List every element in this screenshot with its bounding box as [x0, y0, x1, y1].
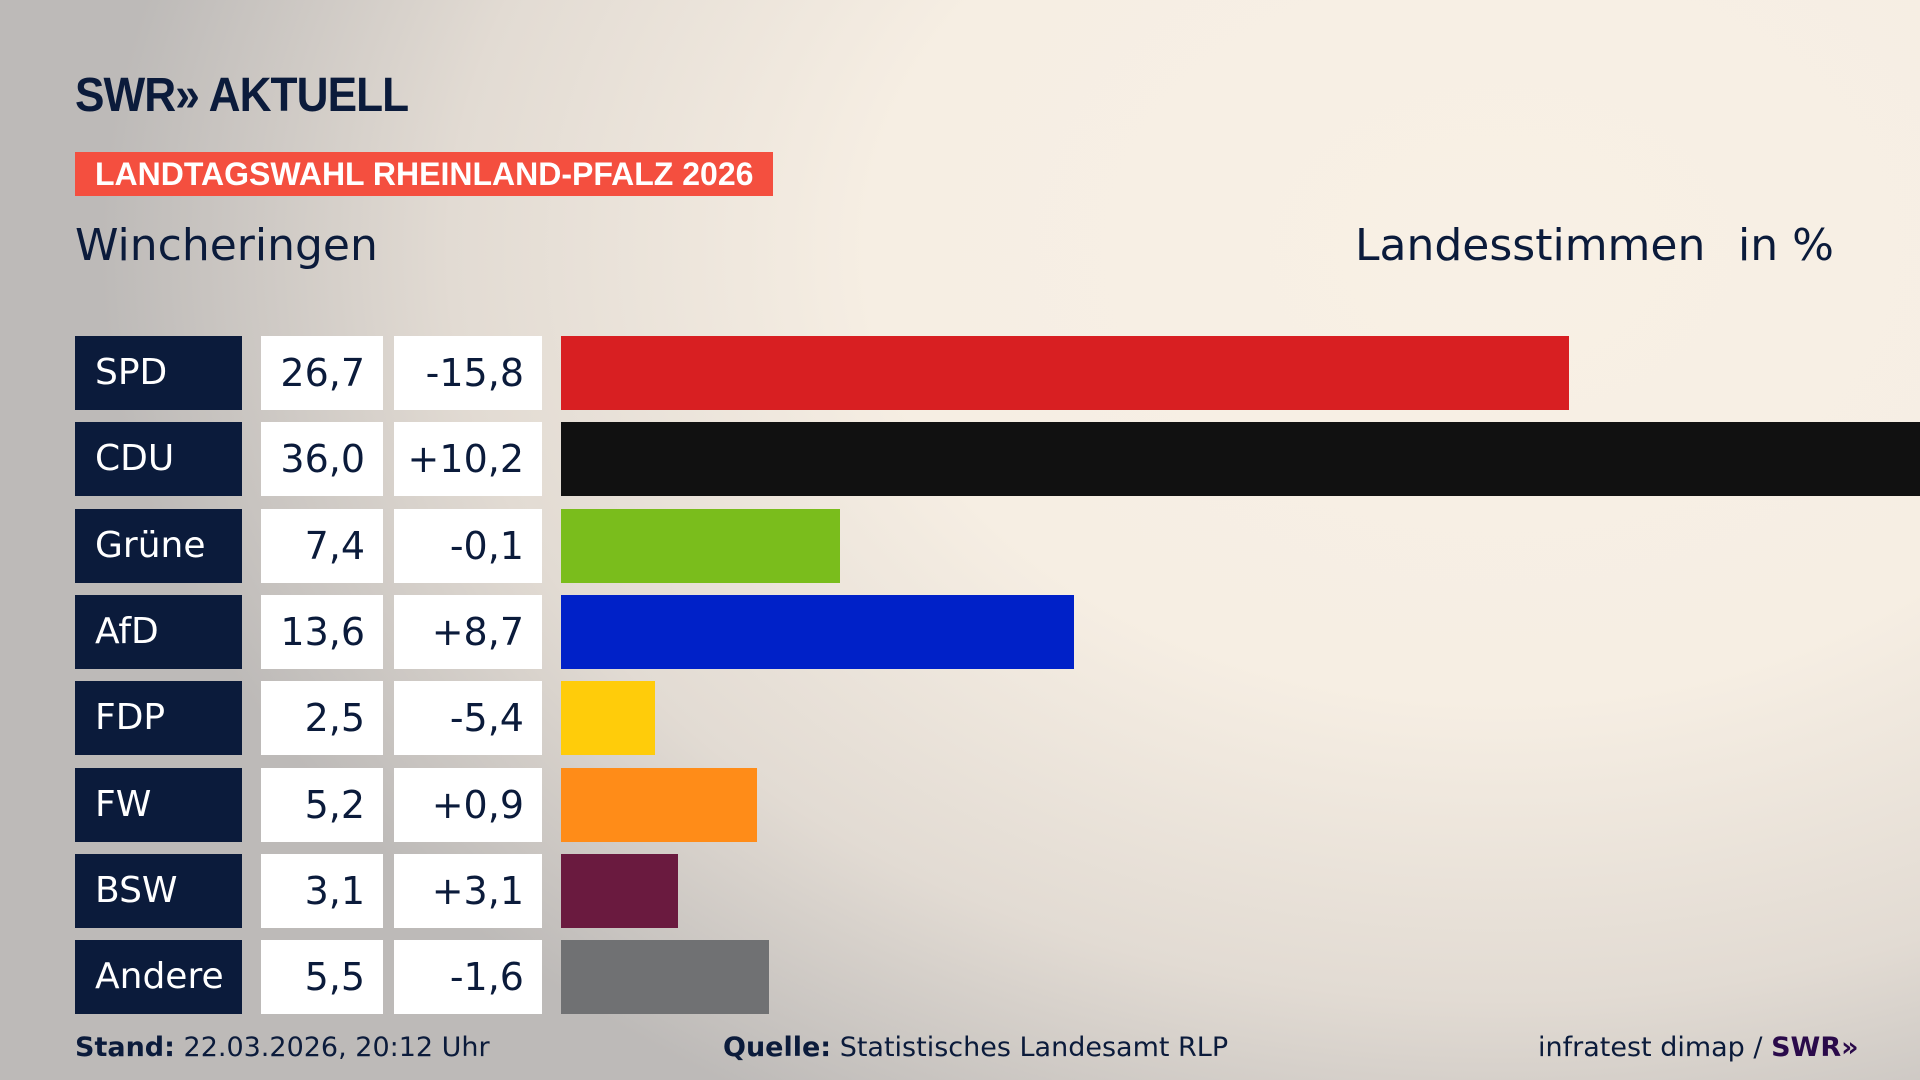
- bar-bsw: [561, 853, 679, 928]
- bar-spd: [561, 336, 1569, 410]
- party-label: FW: [75, 767, 242, 842]
- vote-share: 7,4: [261, 508, 383, 583]
- source: Quelle: Statistisches Landesamt RLP: [723, 1030, 1228, 1066]
- party-label: SPD: [75, 336, 242, 410]
- vote-change: -5,4: [394, 681, 542, 756]
- credit: infratest dimap / SWR»: [1538, 1030, 1859, 1066]
- stand-label: Stand:: [75, 1032, 175, 1063]
- election-banner: LANDTAGSWAHL RHEINLAND-PFALZ 2026: [75, 152, 774, 196]
- bar-fdp: [561, 681, 656, 756]
- vote-type-label: Landesstimmen: [1355, 220, 1706, 271]
- bar-afd: [561, 594, 1075, 669]
- vote-change: +3,1: [394, 853, 542, 928]
- bar-fw: [561, 767, 758, 842]
- bar-andere: [561, 940, 769, 1015]
- bar-grüne: [561, 508, 841, 583]
- party-label: BSW: [75, 853, 242, 928]
- credit-text: infratest dimap /: [1538, 1032, 1772, 1063]
- vote-share: 26,7: [261, 336, 383, 410]
- vote-share: 36,0: [261, 422, 383, 497]
- source-label: Quelle:: [723, 1032, 832, 1063]
- party-label: FDP: [75, 681, 242, 756]
- vote-share: 5,5: [261, 940, 383, 1015]
- vote-change: -15,8: [394, 336, 542, 410]
- timestamp: Stand: 22.03.2026, 20:12 Uhr: [75, 1030, 490, 1066]
- vote-share: 13,6: [261, 594, 383, 669]
- party-label: Andere: [75, 940, 242, 1015]
- vote-change: +8,7: [394, 594, 542, 669]
- stand-value: 22.03.2026, 20:12 Uhr: [183, 1032, 490, 1063]
- vote-share: 5,2: [261, 767, 383, 842]
- vote-change: -0,1: [394, 508, 542, 583]
- vote-change: +10,2: [394, 422, 542, 497]
- swr-aktuell-logo: SWR» AKTUELL: [75, 69, 409, 122]
- unit-label: in %: [1738, 220, 1834, 271]
- source-value: Statistisches Landesamt RLP: [839, 1032, 1229, 1063]
- party-label: CDU: [75, 422, 242, 497]
- swr-logo-small: SWR»: [1771, 1032, 1859, 1063]
- party-label: Grüne: [75, 508, 242, 583]
- party-label: AfD: [75, 594, 242, 669]
- region-title: Wincheringen: [75, 220, 378, 271]
- vote-change: +0,9: [394, 767, 542, 842]
- vote-share: 2,5: [261, 681, 383, 756]
- vote-share: 3,1: [261, 853, 383, 928]
- vote-change: -1,6: [394, 940, 542, 1015]
- bar-cdu: [561, 422, 1920, 497]
